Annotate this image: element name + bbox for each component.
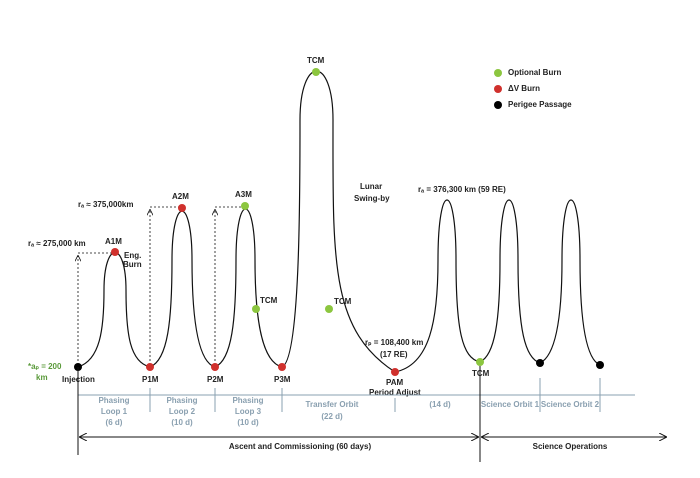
maneuver-label: A2M (172, 192, 189, 201)
maneuver-label: Injection (62, 375, 95, 384)
annotation: rₐ = 376,300 km (59 RE) (418, 185, 506, 194)
maneuver-label: Eng. (124, 251, 141, 260)
maneuver-label: Period Adjust (369, 388, 421, 397)
burn-markers (74, 68, 604, 376)
period-label: Science Operations (533, 442, 608, 451)
timeline-dividers (149, 378, 601, 412)
phase-duration: (22 d) (321, 412, 343, 421)
annotation: km (36, 373, 48, 382)
legend-label: Optional Burn (508, 68, 561, 77)
phase-duration: (10 d) (237, 418, 259, 427)
annotation: rₐ ≈ 275,000 km (28, 239, 86, 248)
phase-label: Phasing (232, 396, 263, 405)
legend-label: ΔV Burn (508, 84, 540, 93)
maneuver-label: P2M (207, 375, 224, 384)
phase-label: Loop 1 (101, 407, 128, 416)
maneuver-label: P1M (142, 375, 159, 384)
maneuver-label: TCM (307, 56, 325, 65)
phase-label: Science Orbit 1 (481, 400, 540, 409)
annotation: (17 RE) (380, 350, 408, 359)
annotation: rₚ = 108,400 km (365, 338, 423, 347)
phase-label: Loop 3 (235, 407, 262, 416)
maneuver-label: TCM (334, 297, 352, 306)
maneuver-label: A3M (235, 190, 252, 199)
phase-label: Phasing (166, 396, 197, 405)
maneuver-label: Burn (123, 260, 142, 269)
annotation: rₐ ≈ 375,000km (78, 200, 133, 209)
phase-label: Loop 2 (169, 407, 196, 416)
phase-label: Science Orbit 2 (541, 400, 600, 409)
phase-label: Transfer Orbit (306, 400, 359, 409)
legend: Optional Burn ΔV Burn Perigee Passage (494, 68, 572, 109)
annotation: *aₚ = 200 (28, 362, 62, 371)
maneuver-label: P3M (274, 375, 291, 384)
annotation: Swing-by (354, 194, 390, 203)
maneuver-label: PAM (386, 378, 404, 387)
annotation: Lunar (360, 182, 382, 191)
phase-duration: (10 d) (171, 418, 193, 427)
phase-label: Phasing (98, 396, 129, 405)
maneuver-label: TCM (260, 296, 278, 305)
moon-icon (325, 182, 336, 204)
period-label: Ascent and Commissioning (60 days) (229, 442, 372, 451)
maneuver-label: TCM (472, 369, 490, 378)
maneuver-label: A1M (105, 237, 122, 246)
legend-label: Perigee Passage (508, 100, 572, 109)
phase-duration: (14 d) (429, 400, 451, 409)
phase-duration: (6 d) (106, 418, 123, 427)
orbit-path (77, 70, 601, 373)
